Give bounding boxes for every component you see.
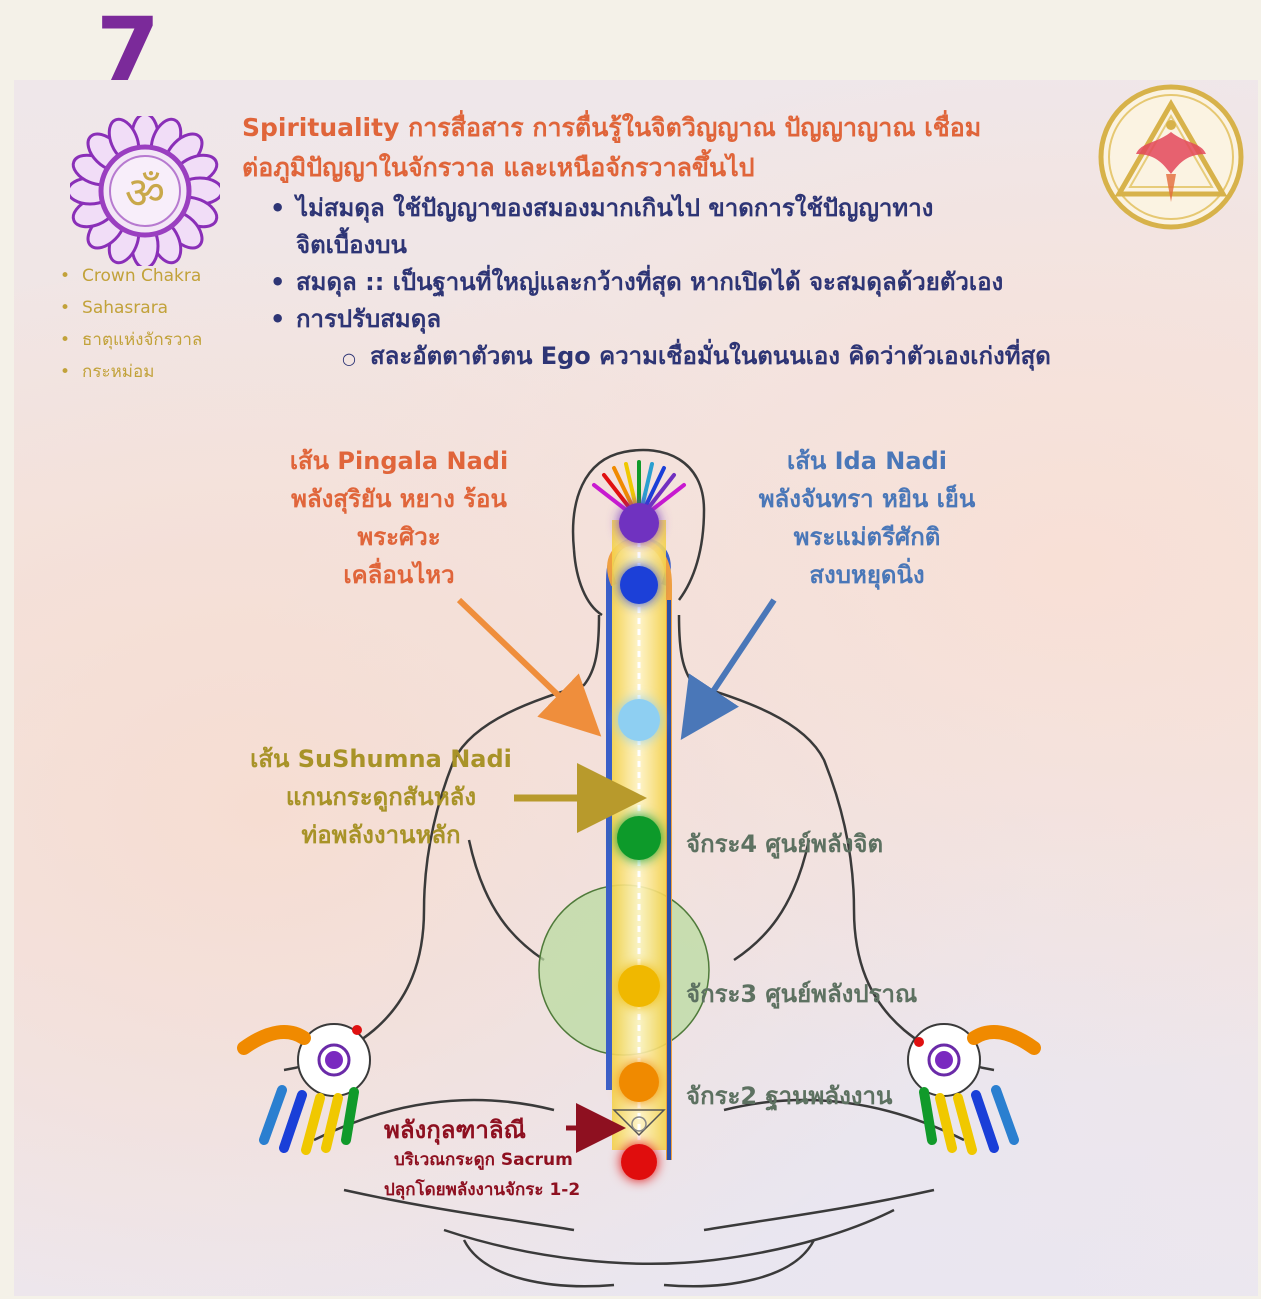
pingala-line-4: เคลื่อนไหว	[343, 561, 455, 589]
crown-rays	[592, 460, 686, 522]
sub-item-ego: สละอัตตาตัวตน Ego ความเชื่อมั่นในตนนเอง …	[296, 338, 1230, 377]
balance-bullets: ไม่สมดุล ใช้ปัญญาของสมองมากเกินไป ขาดการ…	[270, 190, 1230, 377]
third-eye-chakra-dot	[620, 566, 658, 604]
pingala-arrow	[456, 597, 602, 737]
kundalini-line-2: บริเวณกระดูก Sacrum	[394, 1150, 573, 1170]
solar-plexus-chakra-dot	[618, 965, 660, 1007]
pingala-line-1: เส้น Pingala Nadi	[289, 447, 509, 475]
crown-chakra-dot	[619, 503, 659, 543]
ida-line-3: พระแม่ตรีศักติ	[793, 523, 941, 551]
sushumna-label: เส้น SuShumna Nadi แกนกระดูกสันหลัง ท่อพ…	[236, 740, 526, 854]
sidebar-attribute-item: Sahasrara	[60, 292, 202, 324]
root-chakra-dot	[621, 1144, 657, 1180]
kundalini-spiral-icon	[631, 1116, 647, 1132]
throat-chakra-dot	[618, 699, 660, 741]
chakra-2-label: จักระ2 ฐานพลังงาน	[686, 1082, 893, 1110]
bullet-imbalance-text: ไม่สมดุล ใช้ปัญญาของสมองมากเกินไป ขาดการ…	[296, 194, 934, 222]
base-triangle	[612, 1109, 666, 1137]
content-panel: ॐ Crown ChakraSahasraraธาตุแห่งจักรวาลกร…	[14, 80, 1258, 1296]
intro-line-1: Spirituality การสื่อสาร การตื่นรู้ในจิตว…	[242, 113, 982, 142]
spirituality-intro: Spirituality การสื่อสาร การตื่นรู้ในจิตว…	[242, 108, 1122, 188]
sacral-chakra-dot	[619, 1062, 659, 1102]
bullet-balance-text: สมดุล :: เป็นฐานที่ใหญ่และกว้างที่สุด หา…	[296, 268, 1004, 296]
sushumna-line-2: แกนกระดูกสันหลัง	[285, 783, 477, 811]
chakra-3-label: จักระ3 ศูนย์พลังปราณ	[686, 980, 918, 1008]
heart-chakra-dot	[617, 816, 661, 860]
bullet-balancing-text: การปรับสมดุล	[296, 305, 442, 333]
chakra-4-label: จักระ4 ศูนย์พลังจิต	[686, 830, 884, 858]
intro-line-2: ต่อภูมิปัญญาในจักรวาล และเหนือจักรวาลขึ้…	[242, 153, 755, 182]
kundalini-title: พลังกุลฑาลิณี	[384, 1116, 526, 1144]
ida-arrow	[680, 598, 777, 740]
sushumna-line-3: ท่อพลังงานหลัก	[301, 821, 461, 849]
bullet-balancing: การปรับสมดุล สละอัตตาตัวตน Ego ความเชื่อ…	[270, 301, 1230, 377]
kundalini-line-3: ปลุกโดยพลังงานจักระ 1-2	[384, 1180, 581, 1200]
chakra-attributes-list: Crown ChakraSahasraraธาตุแห่งจักรวาลกระห…	[60, 260, 202, 388]
sub-item-ego-text: สละอัตตาตัวตน Ego ความเชื่อมั่นในตนนเอง …	[370, 342, 1051, 370]
sidebar-attribute-item: ธาตุแห่งจักรวาล	[60, 324, 202, 356]
ida-line-1: เส้น Ida Nadi	[787, 447, 947, 475]
pingala-line-2: พลังสุริยัน หยาง ร้อน	[291, 485, 507, 513]
meditation-nadi-diagram	[237, 448, 1041, 1288]
pingala-line-3: พระศิวะ	[357, 523, 441, 551]
bullet-balance: สมดุล :: เป็นฐานที่ใหญ่และกว้างที่สุด หา…	[270, 264, 1230, 301]
sushumna-line-1: เส้น SuShumna Nadi	[250, 745, 512, 773]
ida-label: เส้น Ida Nadi พลังจันทรา หยิน เย็น พระแม…	[732, 442, 1002, 594]
bullet-imbalance: ไม่สมดุล ใช้ปัญญาของสมองมากเกินไป ขาดการ…	[270, 190, 1230, 264]
bullet-imbalance-cont: จิตเบื้องบน	[296, 231, 407, 259]
pingala-label: เส้น Pingala Nadi พลังสุริยัน หยาง ร้อน …	[264, 442, 534, 594]
crown-chakra-icon: ॐ	[70, 116, 220, 266]
balancing-sub-list: สละอัตตาตัวตน Ego ความเชื่อมั่นในตนนเอง …	[296, 338, 1230, 377]
ida-line-4: สงบหยุดนิ่ง	[809, 561, 925, 589]
right-hand	[907, 1023, 1041, 1155]
svg-text:ॐ: ॐ	[125, 168, 165, 219]
ida-line-2: พลังจันทรา หยิน เย็น	[758, 485, 976, 513]
left-hand	[237, 1023, 371, 1155]
sidebar-attribute-item: Crown Chakra	[60, 260, 202, 292]
sidebar-attribute-item: กระหม่อม	[60, 356, 202, 388]
